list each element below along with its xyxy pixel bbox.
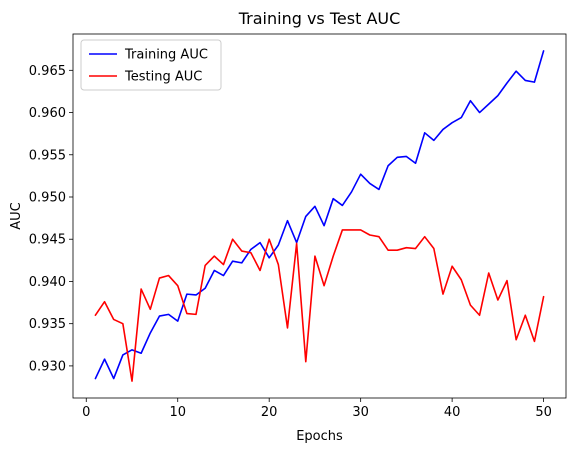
legend-label: Training AUC	[124, 48, 208, 63]
x-tick-label: 10	[169, 405, 186, 420]
y-tick-label: 0.945	[29, 233, 66, 248]
legend-box	[80, 39, 222, 91]
y-tick-label: 0.950	[29, 190, 66, 205]
y-tick-label: 0.960	[29, 106, 66, 121]
series-line-training-auc	[94, 50, 545, 380]
y-tick-label: 0.940	[29, 275, 66, 290]
x-tick-label: 40	[444, 405, 461, 420]
y-tick-label: 0.965	[29, 64, 66, 79]
y-axis-label: AUC	[9, 202, 24, 230]
y-axis: 0.930 0.935 0.940 0.945 0.950 0.955 0.960 0.965	[29, 64, 73, 374]
x-tick-label: 20	[261, 405, 278, 420]
legend: Training AUC Testing AUC	[80, 39, 222, 91]
y-tick-label: 0.955	[29, 148, 66, 163]
series-line-testing-auc	[94, 229, 545, 382]
x-tick-label: 30	[352, 405, 369, 420]
x-axis: 0 10 20 30 40 50	[82, 398, 552, 420]
chart-title: Training vs Test AUC	[238, 9, 401, 28]
x-axis-label: Epochs	[296, 429, 343, 444]
series-layer	[94, 50, 545, 382]
y-tick-label: 0.935	[29, 317, 66, 332]
x-tick-label: 50	[535, 405, 552, 420]
legend-label: Testing AUC	[124, 70, 202, 85]
x-tick-label: 0	[82, 405, 90, 420]
y-tick-label: 0.930	[29, 359, 66, 374]
